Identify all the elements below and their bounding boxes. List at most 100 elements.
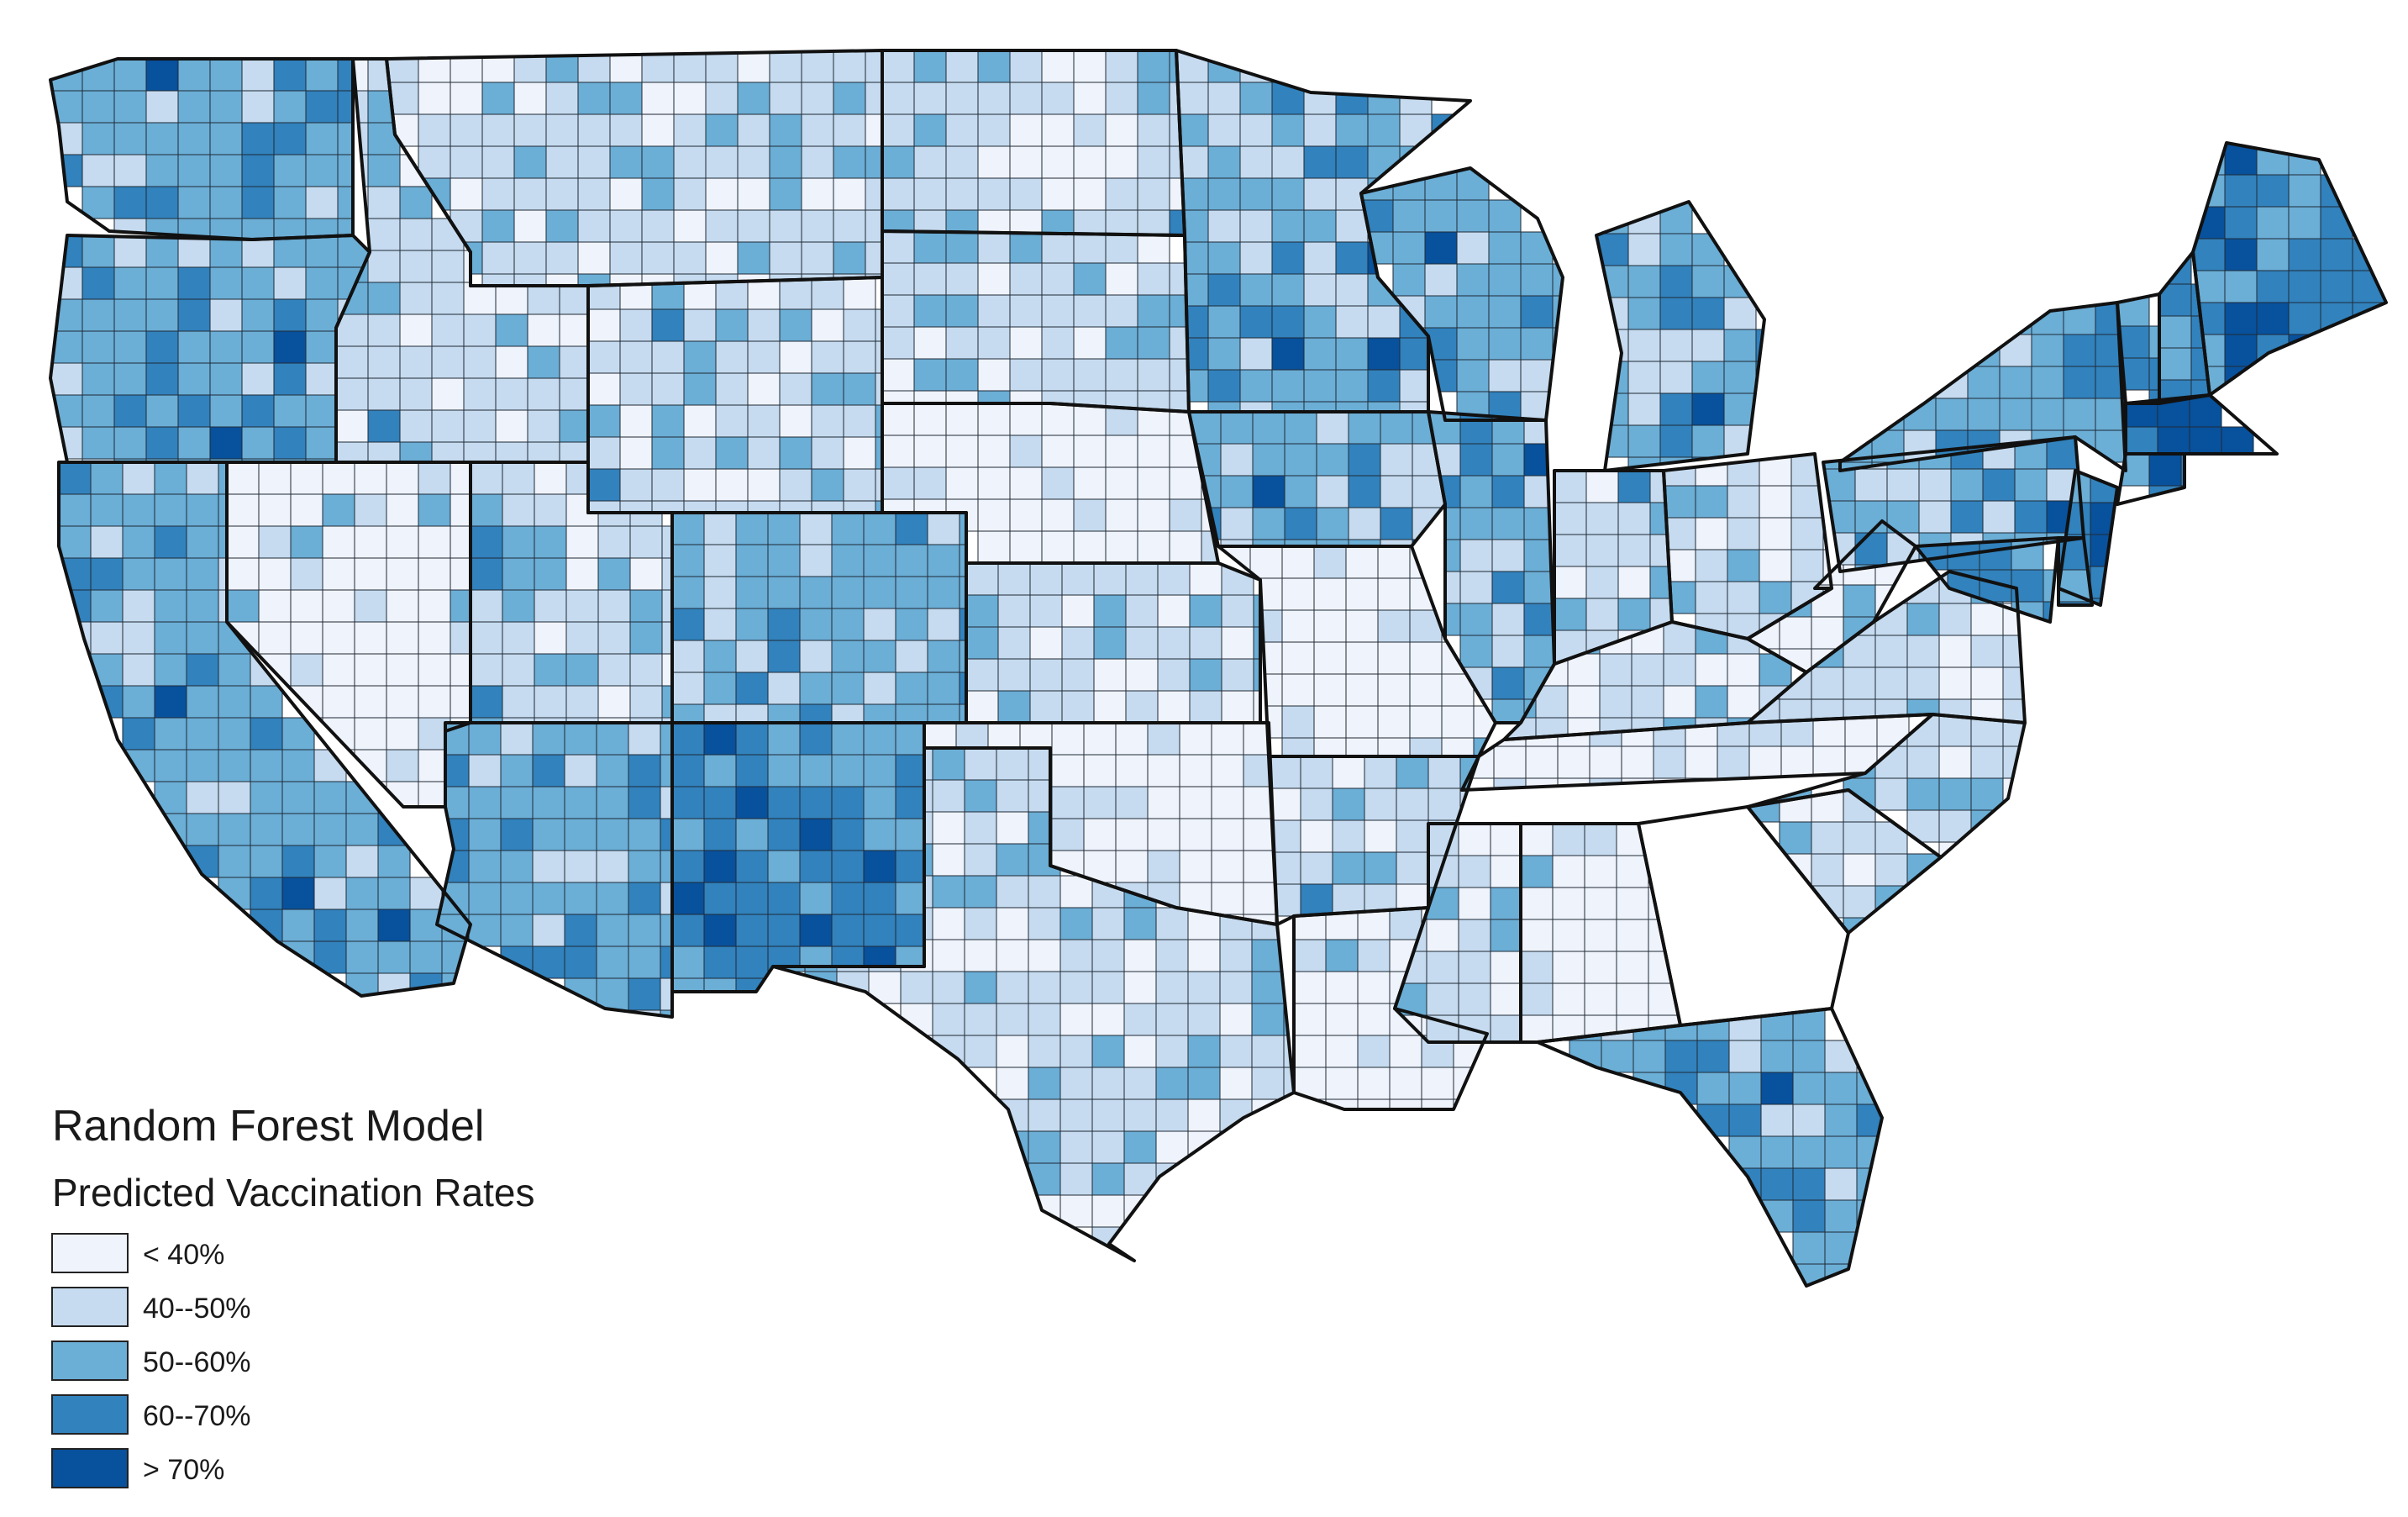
county — [1091, 1003, 1125, 1036]
county — [1364, 851, 1397, 885]
county — [735, 818, 769, 851]
county — [1659, 297, 1693, 330]
county — [1009, 530, 1043, 563]
county — [1392, 231, 1426, 265]
county — [1552, 824, 1585, 856]
county — [779, 372, 812, 406]
county — [833, 113, 866, 147]
county — [843, 372, 876, 406]
county — [305, 186, 339, 219]
county — [305, 394, 339, 428]
county — [1627, 392, 1661, 426]
county — [145, 186, 179, 219]
county — [1792, 1040, 1826, 1073]
county — [471, 462, 503, 495]
county — [769, 50, 802, 83]
county — [628, 882, 661, 915]
county — [577, 241, 611, 275]
county — [1616, 919, 1649, 952]
county — [1459, 507, 1493, 540]
county — [913, 403, 947, 436]
county — [281, 717, 315, 751]
county — [747, 500, 781, 513]
county — [1303, 209, 1337, 243]
county — [799, 882, 833, 915]
county — [1906, 745, 1940, 779]
county — [1125, 563, 1159, 596]
county — [1596, 424, 1629, 458]
county — [1364, 819, 1397, 853]
county — [1029, 658, 1063, 692]
county — [418, 557, 451, 591]
county — [660, 945, 672, 979]
county — [672, 786, 705, 819]
county — [145, 59, 179, 92]
county — [1316, 443, 1349, 477]
county — [186, 589, 219, 623]
county — [527, 345, 560, 379]
county — [1790, 517, 1824, 550]
legend-label: > 70% — [143, 1454, 224, 1486]
county — [154, 557, 187, 591]
county — [399, 250, 433, 283]
county — [154, 653, 187, 687]
county — [629, 621, 663, 655]
county — [1091, 1162, 1125, 1196]
county — [1459, 443, 1493, 477]
county — [1179, 850, 1212, 883]
county — [1059, 1003, 1093, 1036]
county — [1491, 666, 1525, 700]
county — [895, 882, 924, 915]
county — [1748, 745, 1782, 779]
county — [386, 557, 419, 591]
county — [1458, 919, 1491, 952]
county — [463, 377, 497, 411]
county — [322, 589, 355, 623]
county — [1631, 685, 1664, 719]
state-border-mo — [1217, 545, 1497, 758]
county — [661, 525, 672, 559]
county — [913, 145, 947, 179]
county — [609, 241, 643, 275]
county — [122, 525, 155, 559]
county — [672, 977, 705, 992]
county — [1874, 853, 1908, 887]
county — [1073, 466, 1107, 500]
county — [2159, 315, 2192, 349]
county — [471, 653, 503, 687]
county — [1970, 603, 2004, 636]
county — [1041, 262, 1075, 296]
county — [241, 426, 275, 460]
counties-ct — [2117, 454, 2185, 504]
county — [1051, 818, 1085, 851]
county — [672, 513, 705, 545]
county — [1493, 777, 1527, 790]
county — [113, 122, 147, 155]
county — [628, 723, 661, 756]
county — [1843, 821, 1876, 855]
county — [596, 882, 629, 915]
counties-or — [50, 235, 370, 462]
county — [399, 441, 433, 462]
county — [1303, 337, 1337, 371]
county — [545, 177, 579, 211]
county — [996, 779, 1029, 813]
county — [1207, 273, 1241, 307]
county — [1854, 500, 1888, 534]
state-border-ks — [965, 561, 1262, 724]
county — [1695, 653, 1728, 687]
county — [1811, 821, 1844, 855]
county — [273, 154, 307, 187]
county — [386, 50, 419, 83]
county — [1584, 855, 1617, 888]
county — [1617, 598, 1651, 631]
county — [502, 557, 535, 591]
county — [1009, 145, 1043, 179]
county — [1091, 1130, 1125, 1164]
county — [882, 403, 915, 436]
county — [737, 82, 770, 115]
county — [281, 781, 315, 814]
county — [227, 589, 260, 623]
county — [1691, 265, 1725, 298]
county — [996, 971, 1029, 1004]
